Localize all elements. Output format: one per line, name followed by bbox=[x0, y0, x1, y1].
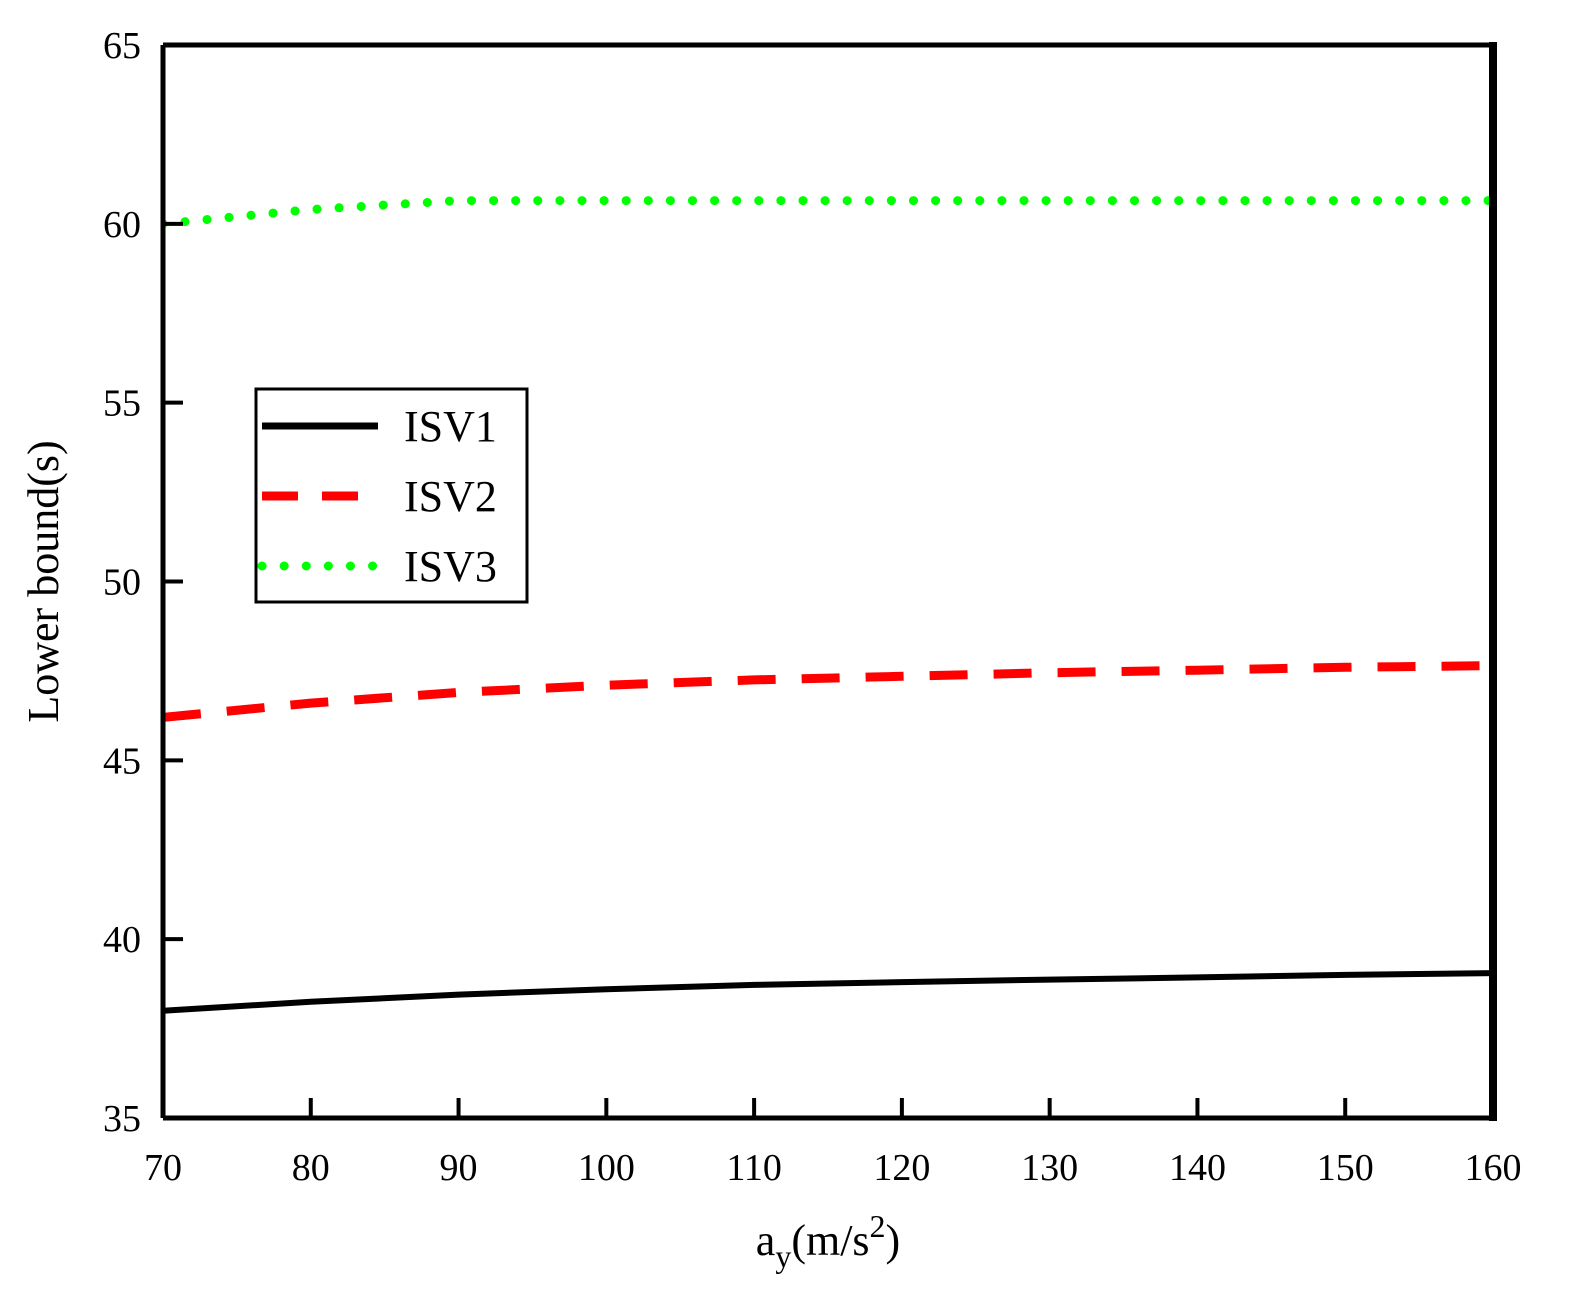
axes: 70 80 90 100 110 120 130 140 150 160 35 40 45 50 55 60 6… bbox=[103, 25, 1522, 1189]
y-tick-label: 60 bbox=[103, 204, 141, 246]
y-tick-label: 40 bbox=[103, 919, 141, 961]
x-tick-label: 150 bbox=[1317, 1147, 1374, 1189]
y-axis-title: Lower bound(s) bbox=[19, 440, 68, 722]
x-axis-title: ay(m/s2) bbox=[756, 1208, 900, 1274]
x-tick-label: 80 bbox=[292, 1147, 330, 1189]
y-tick-label: 45 bbox=[103, 740, 141, 782]
x-tick-label: 100 bbox=[578, 1147, 635, 1189]
x-tick-label: 160 bbox=[1465, 1147, 1522, 1189]
legend-label: ISV1 bbox=[404, 402, 497, 451]
legend-label: ISV3 bbox=[404, 542, 497, 591]
y-tick-label: 50 bbox=[103, 562, 141, 604]
legend-label: ISV2 bbox=[404, 472, 497, 521]
y-tick-label: 35 bbox=[103, 1098, 141, 1140]
series-line-isv2 bbox=[163, 661, 1493, 722]
x-tick-label: 120 bbox=[873, 1147, 930, 1189]
x-tick-label: 140 bbox=[1169, 1147, 1226, 1189]
series-line-isv1 bbox=[163, 970, 1493, 1014]
x-tick-label: 70 bbox=[144, 1147, 182, 1189]
legend: ISV1 ISV2 ISV3 bbox=[254, 387, 529, 604]
y-tick-label: 55 bbox=[103, 383, 141, 425]
plot-area bbox=[163, 196, 1493, 1014]
x-tick-label: 130 bbox=[1021, 1147, 1078, 1189]
x-tick-label: 90 bbox=[440, 1147, 478, 1189]
series-line-isv3 bbox=[163, 196, 1493, 229]
x-tick-label: 110 bbox=[726, 1147, 782, 1189]
y-tick-label: 65 bbox=[103, 25, 141, 67]
